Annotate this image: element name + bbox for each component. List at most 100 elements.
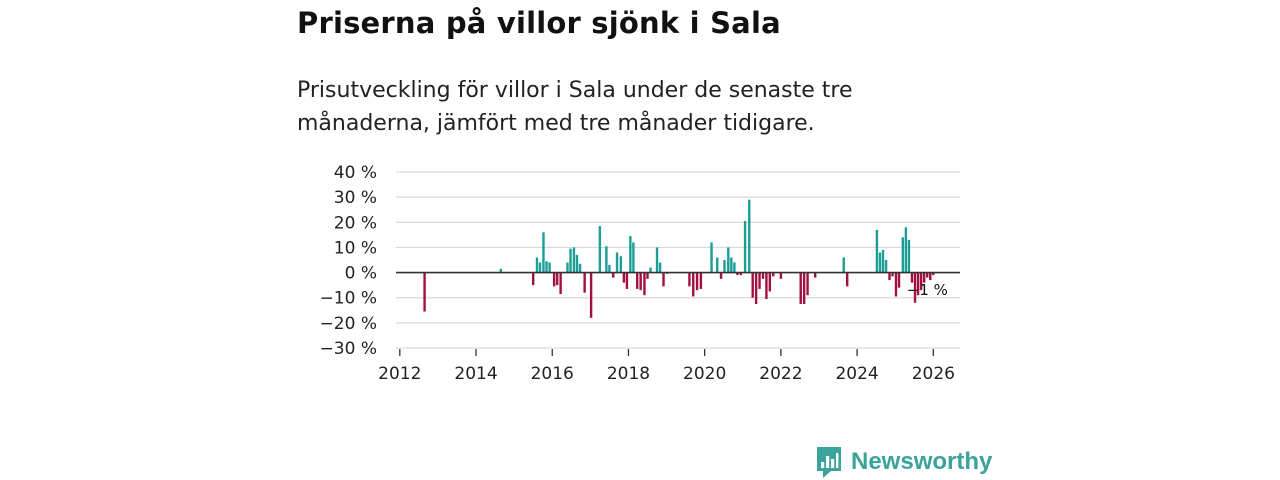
bar <box>646 272 649 279</box>
bar <box>768 272 772 292</box>
bar <box>572 247 576 273</box>
bar <box>751 272 754 298</box>
bar <box>619 256 623 273</box>
y-tick-label: 30 % <box>334 188 377 208</box>
bar <box>643 272 646 296</box>
bar <box>802 272 806 304</box>
bar <box>842 257 845 273</box>
x-tick-label: 2020 <box>683 364 726 384</box>
bar-chart-logo-icon <box>817 447 841 478</box>
x-tick-label: 2022 <box>759 364 802 384</box>
bar <box>636 272 639 289</box>
bar <box>748 199 751 273</box>
bar <box>578 263 582 273</box>
brand-name: Newsworthy <box>851 448 993 475</box>
bar <box>772 272 775 277</box>
y-tick-label: −10 % <box>320 289 377 309</box>
bar <box>548 262 551 273</box>
latest-value-label: −1 % <box>907 281 948 299</box>
bar <box>695 272 699 291</box>
bar <box>730 257 733 273</box>
bar <box>608 265 611 273</box>
chart-subtitle: Prisutveckling för villor i Sala under d… <box>297 78 853 136</box>
x-tick-label: 2016 <box>531 364 574 384</box>
y-tick-label: 10 % <box>334 238 377 258</box>
bar <box>499 268 502 273</box>
x-tick-label: 2024 <box>835 364 878 384</box>
bar <box>545 261 548 273</box>
bar <box>919 272 923 291</box>
bar <box>901 237 905 273</box>
bar <box>622 272 626 283</box>
bar <box>688 272 691 287</box>
x-tick-label: 2012 <box>378 364 421 384</box>
bar <box>733 262 736 273</box>
bar <box>904 227 908 273</box>
bar <box>884 260 888 273</box>
bar <box>605 246 608 273</box>
bar <box>692 272 695 297</box>
bar <box>538 262 542 273</box>
bar <box>598 226 602 273</box>
bar <box>806 272 809 296</box>
x-tick-label: 2018 <box>607 364 650 384</box>
x-axis-ticks: 2012 2014 2016 2018 2020 2022 2024 2026 <box>378 349 955 384</box>
bar <box>632 242 635 273</box>
bar <box>575 254 579 273</box>
bar <box>542 232 545 273</box>
bar <box>929 272 932 281</box>
bar <box>649 267 652 273</box>
bar <box>922 272 926 283</box>
bar <box>556 272 559 286</box>
bar <box>736 272 739 276</box>
bar <box>916 272 920 296</box>
bar <box>716 257 719 273</box>
bar <box>910 272 914 283</box>
bar <box>761 272 765 279</box>
bar <box>913 272 917 303</box>
grid-layer <box>396 171 960 349</box>
bar <box>615 252 619 273</box>
bar <box>639 272 642 291</box>
bar <box>658 262 662 273</box>
x-tick-label: 2026 <box>912 364 955 384</box>
bar <box>875 229 879 273</box>
bar <box>552 272 556 287</box>
bar <box>799 272 802 304</box>
bar <box>743 221 747 273</box>
bar <box>629 236 632 273</box>
bar <box>612 272 615 278</box>
bar <box>625 272 629 289</box>
annotation-layer: −1 % <box>907 281 948 299</box>
chart-title: Priserna på villor sjönk i Sala <box>297 6 781 40</box>
y-tick-label: 0 % <box>345 264 377 284</box>
bar <box>589 272 593 318</box>
bar <box>699 272 703 289</box>
bar <box>754 272 758 304</box>
bar <box>846 272 849 287</box>
brand-logo: Newsworthy <box>815 444 992 480</box>
bar <box>710 242 713 273</box>
bar <box>739 272 743 276</box>
bar <box>727 247 730 273</box>
x-tick-label: 2014 <box>454 364 497 384</box>
bar <box>813 272 817 278</box>
bar <box>758 272 761 289</box>
bar <box>559 272 562 294</box>
bar <box>897 272 901 288</box>
bar <box>881 249 885 273</box>
bar <box>926 272 929 278</box>
y-axis-ticks: 40 % 30 % 20 % 10 % 0 % −10 % −20 % −30 % <box>320 163 377 359</box>
bar <box>891 272 894 277</box>
bar <box>566 262 569 273</box>
bar <box>423 272 426 312</box>
bar <box>894 272 898 297</box>
bar <box>535 257 539 273</box>
bar <box>531 272 535 286</box>
bars-layer <box>423 199 935 318</box>
bar <box>888 272 891 281</box>
bar <box>932 272 935 276</box>
bar <box>779 272 783 279</box>
y-tick-label: 40 % <box>334 163 377 183</box>
